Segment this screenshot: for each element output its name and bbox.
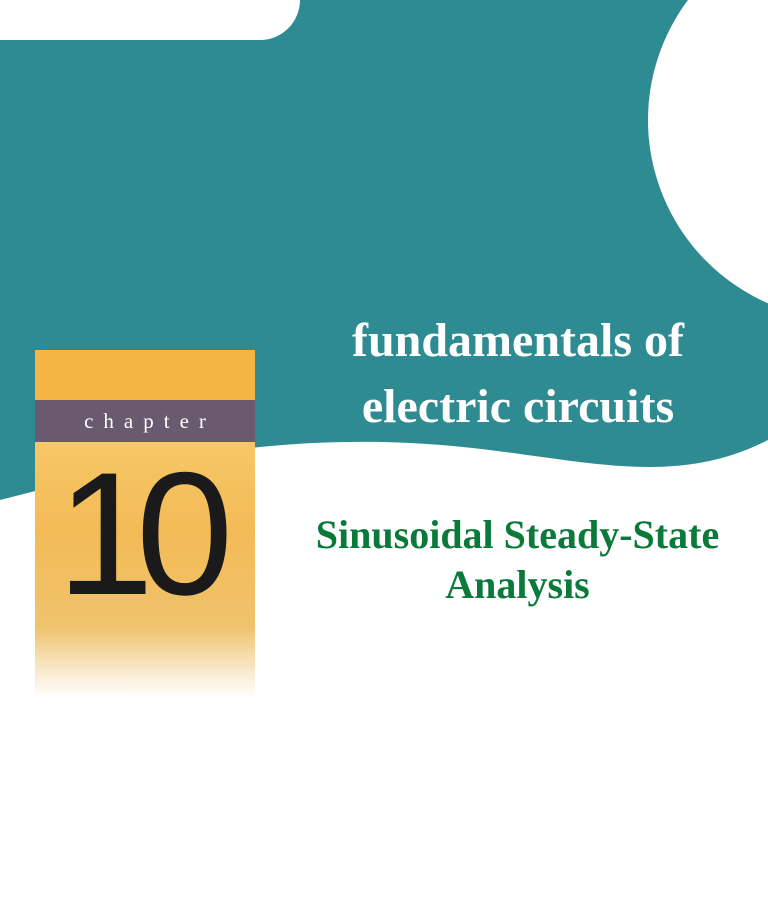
chapter-fade	[35, 627, 255, 697]
chapter-badge-top	[35, 350, 255, 400]
book-title-line2: electric circuits	[278, 374, 758, 440]
chapter-badge-body: 10	[35, 442, 255, 697]
chapter-title-line2: Analysis	[270, 560, 765, 610]
book-title: fundamentals of electric circuits	[278, 308, 758, 440]
chapter-label: chapter	[35, 400, 255, 442]
decorative-shape-top-left	[0, 0, 300, 40]
chapter-badge: chapter 10	[35, 350, 255, 697]
book-title-line1: fundamentals of	[278, 308, 758, 374]
chapter-title-line1: Sinusoidal Steady-State	[270, 510, 765, 560]
chapter-title: Sinusoidal Steady-State Analysis	[270, 510, 765, 610]
chapter-number: 10	[57, 447, 234, 622]
